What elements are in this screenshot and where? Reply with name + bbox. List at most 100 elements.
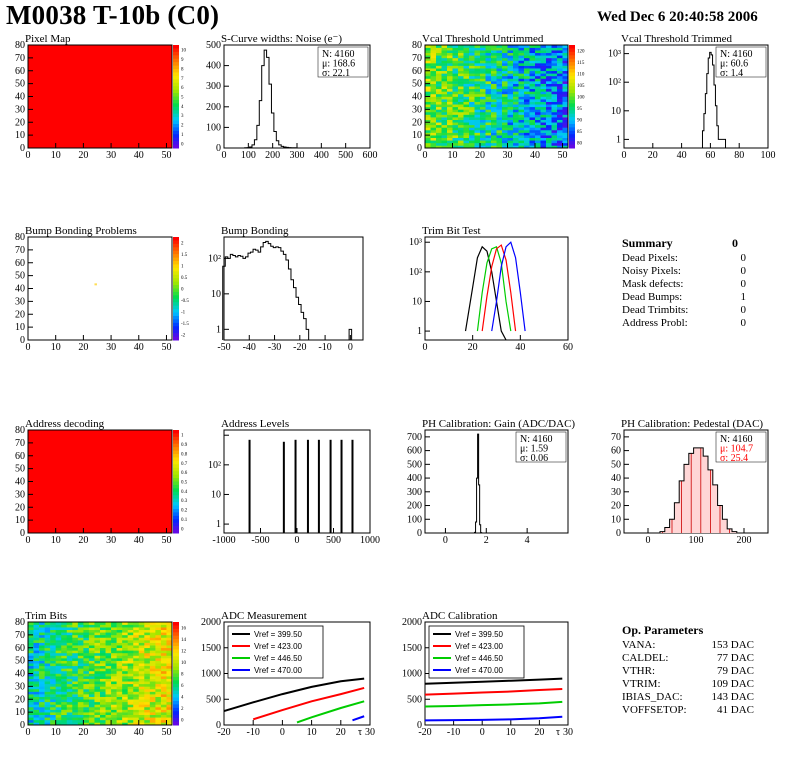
- heatmap-cell: [111, 640, 117, 643]
- heatmap-cell: [463, 142, 470, 146]
- color-scale-label: 0.5: [181, 481, 188, 486]
- heatmap-cell: [546, 83, 552, 87]
- heatmap-cell: [546, 93, 552, 97]
- heatmap-cell: [562, 60, 569, 64]
- heatmap-cell: [491, 114, 497, 118]
- heatmap-cell: [155, 722, 162, 726]
- heatmap-cell: [166, 694, 173, 697]
- heatmap-cell: [557, 137, 563, 141]
- heatmap-cell: [111, 694, 117, 697]
- heatmap-cell: [133, 652, 140, 656]
- heatmap-cell: [50, 676, 56, 679]
- heatmap-cell: [491, 83, 497, 87]
- heatmap-cell: [474, 60, 481, 64]
- heatmap-cell: [122, 709, 128, 713]
- legend-entry: Vref = 399.50: [254, 630, 303, 639]
- heatmap-cell: [430, 122, 437, 126]
- color-scale-segment: [173, 247, 179, 252]
- heatmap-cell: [88, 629, 95, 633]
- heatmap-cell: [116, 673, 123, 677]
- heatmap-cell: [507, 47, 514, 51]
- heatmap-cell: [33, 629, 40, 633]
- heatmap-cell: [463, 73, 470, 77]
- heatmap-cell: [513, 65, 519, 69]
- heatmap-cell: [88, 722, 95, 726]
- heatmap-cell: [155, 640, 162, 643]
- heatmap-cell: [480, 135, 486, 138]
- heatmap-cell: [155, 683, 162, 687]
- heatmap-cell: [562, 106, 569, 110]
- heatmap-cell: [540, 68, 547, 72]
- heatmap-cell: [496, 104, 503, 108]
- heatmap-cell: [436, 73, 442, 77]
- heatmap-cell: [149, 627, 156, 631]
- heatmap-cell: [474, 45, 481, 48]
- heatmap-cell: [44, 660, 51, 664]
- heatmap-cell: [447, 68, 453, 72]
- heatmap-cell: [441, 78, 448, 82]
- heatmap-cell: [535, 106, 541, 110]
- heatmap-cell: [557, 78, 563, 82]
- heatmap-cell: [144, 683, 151, 687]
- heatmap-cell: [39, 714, 45, 718]
- heatmap-cell: [88, 640, 95, 643]
- heatmap-cell: [557, 119, 563, 123]
- histogram-bar: [329, 439, 332, 533]
- heatmap-cell: [44, 655, 51, 659]
- heatmap-cell: [491, 93, 497, 97]
- heatmap-cell: [535, 55, 541, 59]
- heatmap-cell: [458, 140, 464, 144]
- heatmap-cell: [88, 714, 95, 718]
- color-scale-segment: [569, 45, 575, 49]
- heatmap-cell: [116, 670, 123, 674]
- heatmap-cell: [83, 640, 90, 643]
- y-tick-label: 80: [15, 40, 25, 51]
- color-scale-segment: [569, 48, 575, 53]
- heatmap-cell: [50, 629, 56, 633]
- heatmap-cell: [50, 704, 56, 708]
- heatmap-cell: [507, 111, 514, 115]
- color-scale-segment: [173, 526, 179, 531]
- heatmap-cell: [447, 45, 453, 48]
- color-scale-segment: [173, 488, 179, 493]
- heatmap-cell: [66, 688, 73, 692]
- y-tick-label: 80: [412, 40, 422, 51]
- heatmap-cell: [166, 627, 173, 631]
- chart-title: Vcal Threshold Untrimmed: [422, 33, 544, 45]
- heatmap-cell: [138, 668, 145, 672]
- color-scale-segment: [569, 86, 575, 91]
- heatmap-cell: [535, 86, 541, 90]
- heatmap-cell: [524, 104, 530, 108]
- color-scale-label: 1: [181, 133, 184, 138]
- heatmap-cell: [557, 50, 563, 54]
- heatmap-cell: [491, 68, 497, 72]
- heatmap-cell: [166, 709, 173, 713]
- heatmap-cell: [513, 140, 519, 144]
- heatmap-cell: [122, 673, 128, 677]
- heatmap-cell: [507, 145, 514, 149]
- heatmap-cell: [72, 665, 79, 669]
- heatmap-cell: [83, 681, 90, 685]
- heatmap-cell: [105, 624, 112, 628]
- heatmap-cell: [166, 701, 173, 705]
- heatmap-cell: [474, 57, 481, 61]
- heatmap-cell: [61, 634, 68, 638]
- heatmap-cell: [529, 124, 536, 128]
- heatmap-cell: [546, 137, 552, 141]
- heatmap-cell: [518, 65, 525, 69]
- heatmap-cell: [61, 663, 68, 667]
- heatmap-cell: [458, 106, 464, 110]
- heatmap-cell: [83, 683, 90, 687]
- heatmap-cell: [458, 114, 464, 118]
- heatmap-cell: [474, 114, 481, 118]
- heatmap-cell: [491, 99, 497, 102]
- heatmap-cell: [546, 142, 552, 146]
- x-tick-label: -20: [418, 727, 431, 738]
- heatmap-cell: [491, 57, 497, 61]
- heatmap-cell: [485, 140, 492, 144]
- heatmap-cell: [557, 55, 563, 59]
- heatmap-cell: [155, 706, 162, 710]
- color-scale-segment: [173, 295, 179, 300]
- heatmap-cell: [160, 650, 167, 654]
- heatmap-cell: [61, 722, 68, 726]
